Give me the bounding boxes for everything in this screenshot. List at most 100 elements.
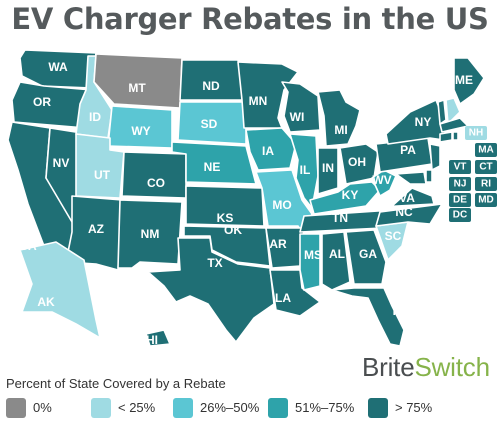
state-box-label-ri: RI	[481, 179, 491, 190]
state-oh	[339, 143, 379, 185]
legend-label-2: 26%–50%	[200, 400, 260, 415]
state-ct	[439, 131, 453, 143]
state-label-wi: WI	[290, 110, 305, 124]
state-label-mt: MT	[128, 81, 146, 95]
state-box-vt	[449, 160, 471, 174]
state-mt	[93, 53, 183, 109]
state-tx	[147, 237, 275, 343]
state-label-in: IN	[322, 161, 334, 175]
state-label-hi: HI	[146, 333, 158, 347]
state-co	[121, 151, 187, 199]
state-ms	[299, 233, 321, 291]
state-label-co: CO	[147, 176, 165, 190]
state-box-label-nh: NH	[469, 128, 483, 139]
legend-swatch-4	[368, 398, 388, 418]
legend-swatch-2	[173, 398, 193, 418]
state-label-ar: AR	[269, 237, 287, 251]
state-label-nd: ND	[202, 79, 220, 93]
legend-title: Percent of State Covered by a Rebate	[6, 376, 226, 391]
state-nh	[445, 97, 461, 125]
state-label-va: VA	[399, 191, 415, 205]
state-label-sc: SC	[385, 229, 402, 243]
state-label-wa: WA	[48, 60, 68, 74]
state-label-ms: MS	[304, 248, 322, 262]
state-label-tx: TX	[207, 256, 222, 270]
legend-label-0: 0%	[33, 400, 52, 415]
state-box-label-dc: DC	[453, 210, 467, 221]
legend-label-4: > 75%	[395, 400, 433, 415]
state-label-or: OR	[33, 95, 51, 109]
state-label-ca: CA	[19, 239, 37, 253]
state-sd	[177, 101, 247, 145]
state-box-label-ct: CT	[479, 162, 492, 173]
state-mi	[317, 89, 361, 147]
state-box-ct	[475, 160, 497, 174]
state-label-mo: MO	[272, 198, 291, 212]
state-label-oh: OH	[348, 155, 366, 169]
state-label-pa: PA	[400, 143, 416, 157]
state-box-label-de: DE	[453, 195, 467, 206]
state-al	[321, 231, 351, 291]
state-box-label-ma: MA	[478, 145, 494, 156]
state-ri	[452, 131, 459, 141]
state-box-label-vt: VT	[454, 162, 467, 173]
state-nc	[375, 203, 443, 227]
state-box-label-nj: NJ	[454, 179, 467, 190]
state-label-al: AL	[329, 247, 345, 261]
state-hi	[145, 329, 171, 347]
state-label-wy: WY	[131, 124, 150, 138]
state-label-ks: KS	[217, 211, 234, 225]
state-va	[361, 187, 435, 209]
state-label-ut: UT	[94, 168, 111, 182]
state-wi	[281, 81, 321, 133]
state-label-nm: NM	[141, 227, 160, 241]
state-fl	[331, 287, 405, 347]
state-label-ak: AK	[37, 295, 55, 309]
state-box-dc	[449, 208, 471, 222]
state-label-il: IL	[300, 163, 311, 177]
state-box-nj	[449, 177, 471, 191]
states-layer	[7, 49, 485, 347]
state-nm	[117, 199, 183, 269]
state-label-ny: NY	[415, 115, 432, 129]
state-box-ma	[475, 143, 497, 157]
state-me	[453, 57, 485, 105]
state-label-ne: NE	[204, 160, 221, 174]
state-ga	[345, 229, 387, 285]
state-ia	[245, 127, 297, 171]
legend-swatch-3	[268, 398, 288, 418]
legend-label-1: < 25%	[118, 400, 156, 415]
state-label-la: LA	[275, 291, 291, 305]
briteswitch-logo: BriteSwitch	[362, 352, 490, 383]
state-label-sd: SD	[201, 117, 218, 131]
state-box-de	[449, 193, 471, 207]
state-box-label-md: MD	[478, 195, 494, 206]
legend-label-3: 51%–75%	[295, 400, 355, 415]
brand-part-2: Switch	[414, 352, 490, 382]
state-ak	[19, 241, 101, 339]
state-label-tn: TN	[332, 211, 348, 225]
state-ks	[185, 185, 265, 227]
brand-part-1: Brite	[362, 352, 415, 382]
state-label-fl: FL	[393, 304, 408, 318]
legend-swatch-0	[6, 398, 26, 418]
state-label-nc: NC	[395, 205, 413, 219]
state-label-mi: MI	[334, 123, 347, 137]
state-il	[289, 133, 319, 209]
state-de	[425, 169, 433, 183]
state-ne	[171, 141, 257, 185]
state-label-id: ID	[89, 110, 101, 124]
state-label-wv: WV	[372, 173, 391, 187]
state-label-ok: OK	[224, 223, 242, 237]
state-vt	[437, 99, 447, 125]
state-box-md	[475, 193, 497, 207]
state-label-ga: GA	[359, 247, 377, 261]
state-nj	[429, 143, 441, 171]
map-title: EV Charger Rebates in the US	[11, 2, 489, 36]
state-label-nv: NV	[53, 156, 70, 170]
state-md	[395, 171, 427, 185]
state-label-az: AZ	[88, 222, 104, 236]
legend-swatch-1	[91, 398, 111, 418]
